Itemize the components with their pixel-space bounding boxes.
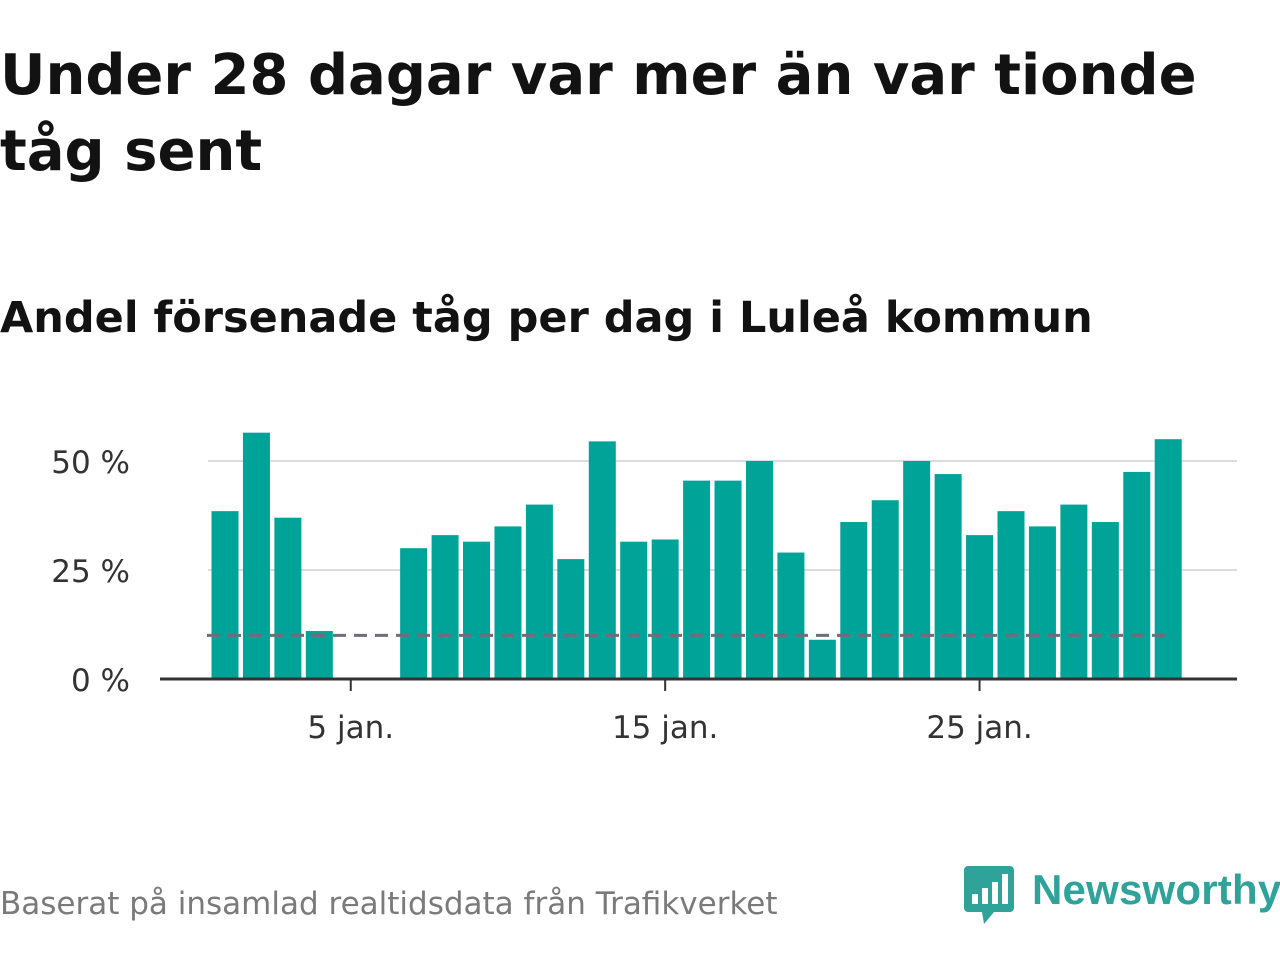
bar [620, 541, 648, 679]
bar [588, 441, 616, 679]
bar [557, 559, 585, 679]
y-tick-label: 0 % [71, 663, 130, 699]
bar [808, 639, 836, 679]
bar [840, 522, 868, 679]
chart-subtitle: Andel försenade tåg per dag i Luleå komm… [0, 293, 1093, 343]
x-tick-label: 15 jan. [612, 710, 718, 746]
bar [1028, 526, 1056, 679]
bar [463, 541, 491, 679]
bar [903, 461, 931, 679]
bar [242, 432, 270, 679]
chart-title: Under 28 dagar var mer än var tionde tåg… [0, 43, 1197, 184]
bar [274, 517, 302, 679]
bar [305, 631, 333, 679]
bar [1154, 439, 1182, 679]
bar [997, 511, 1025, 679]
bar [651, 539, 679, 679]
bar [714, 480, 742, 679]
x-tick-label: 5 jan. [307, 710, 394, 746]
y-tick-label: 50 % [51, 445, 130, 481]
x-tick-label: 25 jan. [926, 710, 1032, 746]
bar [777, 552, 805, 679]
bar [683, 480, 711, 679]
bar [934, 474, 962, 679]
bar [1091, 522, 1119, 679]
bar [400, 548, 428, 679]
bar [871, 500, 899, 679]
source-note: Baserat på insamlad realtidsdata från Tr… [0, 886, 778, 922]
newsworthy-logo: Newsworthy [962, 862, 1280, 928]
bar-chart-speech-bubble-icon [964, 866, 1014, 924]
bar [966, 535, 994, 679]
bar-chart: 0 % 25 % 50 % 5 jan. 15 jan. 25 jan. [51, 432, 1237, 746]
bar [1123, 471, 1151, 679]
bar [494, 526, 522, 679]
bar [211, 511, 239, 679]
bar [1060, 504, 1088, 679]
bar [745, 461, 773, 679]
y-tick-label: 25 % [51, 554, 130, 590]
brand-name: Newsworthy [1032, 866, 1280, 913]
bar [431, 535, 459, 679]
bar [525, 504, 553, 679]
